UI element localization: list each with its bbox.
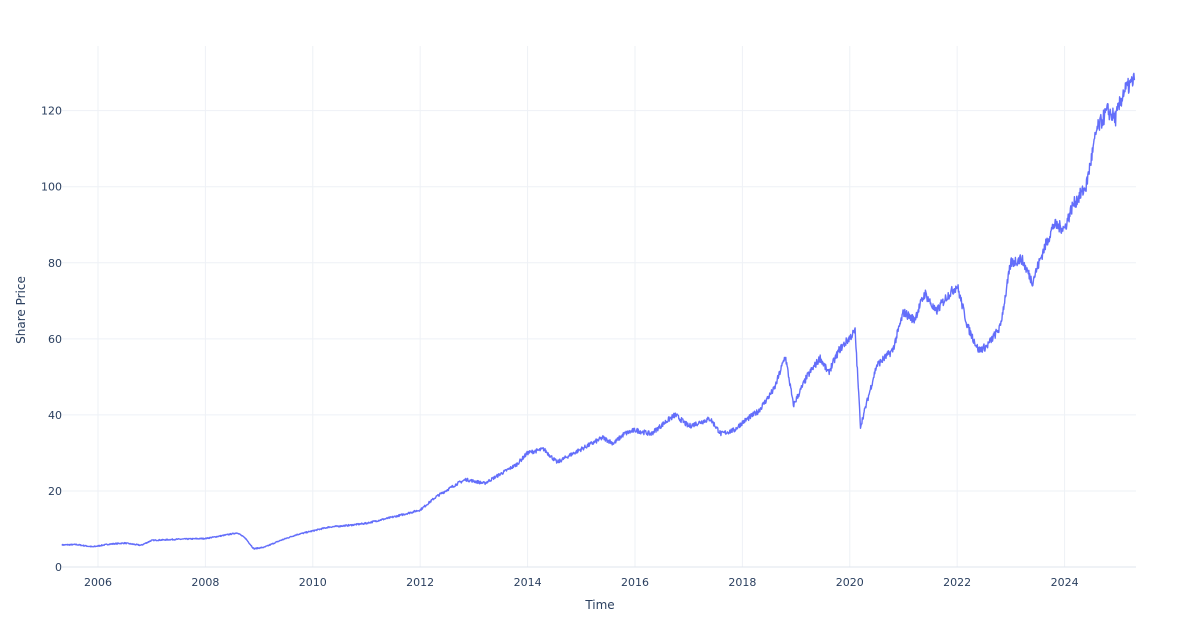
y-tick-label: 100: [41, 181, 62, 194]
y-tick-label: 20: [48, 485, 62, 498]
x-tick-label: 2024: [1051, 576, 1079, 589]
x-tick-label: 2008: [191, 576, 219, 589]
y-axis-title: Share Price: [14, 276, 28, 344]
x-tick-label: 2020: [836, 576, 864, 589]
tick-layer: 2006 2008 2010 2012 2014 2016 2018 2020 2022 2024…: [41, 105, 1079, 589]
y-tick-label: 0: [55, 561, 62, 574]
x-tick-label: 2006: [84, 576, 112, 589]
x-tick-label: 2022: [943, 576, 971, 589]
y-tick-label: 120: [41, 105, 62, 118]
y-tick-label: 60: [48, 333, 62, 346]
grid-layer: [62, 46, 1136, 568]
x-tick-label: 2014: [514, 576, 542, 589]
y-tick-label: 80: [48, 257, 62, 270]
x-tick-label: 2010: [299, 576, 327, 589]
y-tick-label: 40: [48, 409, 62, 422]
share-price-line: [61, 72, 1136, 550]
x-tick-label: 2018: [728, 576, 756, 589]
series-layer: [61, 72, 1136, 550]
x-tick-label: 2012: [406, 576, 434, 589]
x-tick-label: 2016: [621, 576, 649, 589]
x-axis-title: Time: [584, 598, 614, 612]
